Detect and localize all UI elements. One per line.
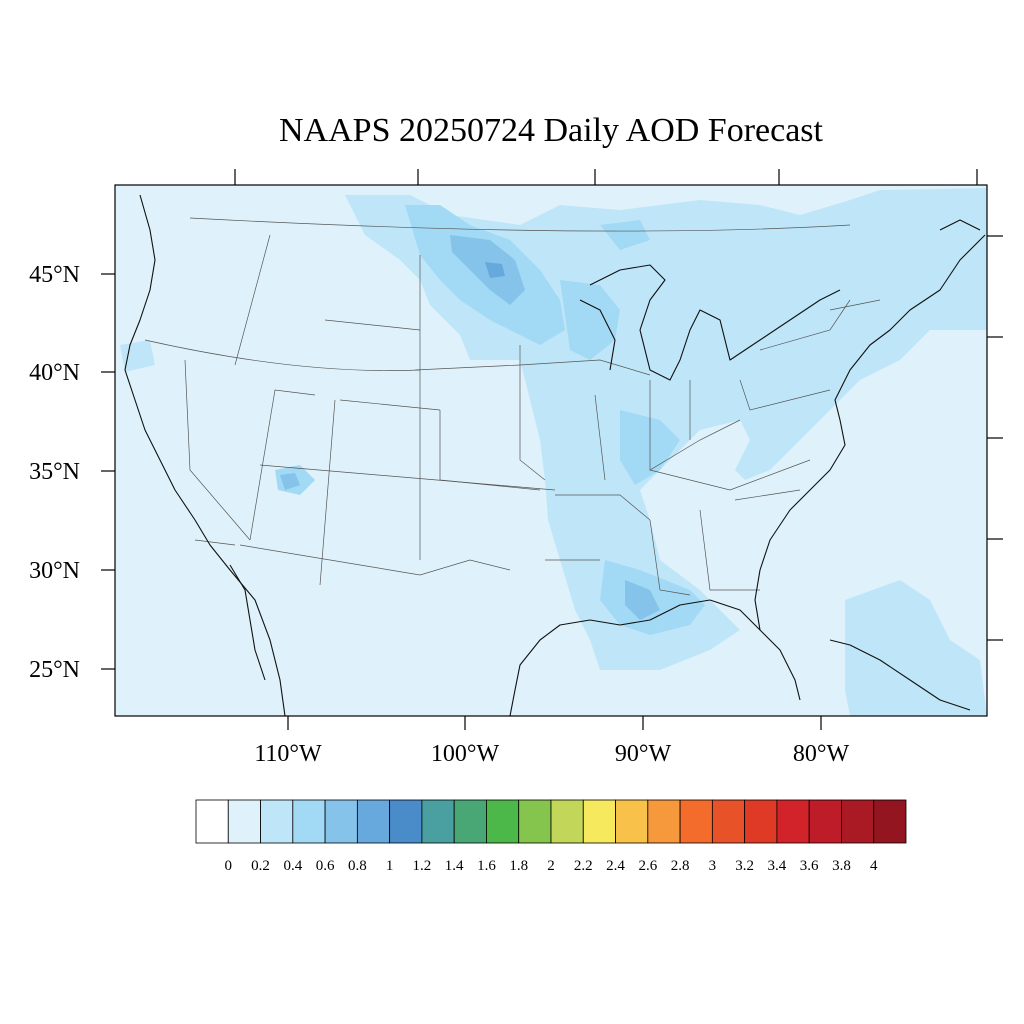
- colorbar-bin-4: [324, 799, 358, 844]
- lat-label-30n: 30°N: [29, 558, 80, 584]
- colorbar-label-5: 1: [386, 858, 394, 874]
- colorbar-label-4: 0.8: [348, 858, 367, 874]
- colorbar-label-8: 1.6: [477, 858, 496, 874]
- colorbar-label-11: 2.2: [574, 858, 593, 874]
- map-ticks: [101, 169, 1003, 730]
- colorbar-bin-1: [227, 799, 261, 844]
- colorbar-label-19: 3.8: [832, 858, 851, 874]
- lat-label-25n: 25°N: [29, 657, 80, 683]
- lon-label-110w: 110°W: [254, 741, 322, 767]
- colorbar-bin-3: [292, 799, 326, 844]
- colorbar-bin-17: [744, 799, 778, 844]
- colorbar-label-6: 1.2: [413, 858, 432, 874]
- colorbar-label-17: 3.4: [768, 858, 787, 874]
- latitude-labels: 45°N 40°N 35°N 30°N 25°N: [29, 262, 80, 683]
- colorbar-bin-11: [550, 799, 584, 844]
- colorbar-label-18: 3.6: [800, 858, 819, 874]
- lon-label-90w: 90°W: [615, 741, 672, 767]
- map-title: NAAPS 20250724 Daily AOD Forecast: [279, 112, 824, 149]
- colorbar-label-0: 0: [225, 858, 233, 874]
- colorbar-bin-0: [195, 799, 229, 844]
- colorbar-bin-7: [421, 799, 455, 844]
- colorbar-label-20: 4: [870, 858, 878, 874]
- state-boundaries: [144, 217, 881, 596]
- colorbar-label-1: 0.2: [251, 858, 270, 874]
- colorbar-label-12: 2.4: [606, 858, 625, 874]
- colorbar-bin-5: [356, 799, 391, 844]
- colorbar-label-13: 2.6: [638, 858, 657, 874]
- colorbar-label-7: 1.4: [445, 858, 464, 874]
- colorbar-bin-15: [679, 799, 713, 844]
- lat-label-45n: 45°N: [29, 262, 80, 288]
- aod-shading-0.8-1.0: [485, 262, 505, 278]
- colorbar-label-9: 1.8: [509, 858, 528, 874]
- colorbar: [195, 799, 907, 844]
- lon-label-100w: 100°W: [431, 741, 500, 767]
- colorbar-label-14: 2.8: [671, 858, 690, 874]
- colorbar-bin-2: [260, 799, 294, 844]
- lat-label-35n: 35°N: [29, 459, 80, 485]
- colorbar-bin-14: [647, 799, 681, 844]
- colorbar-labels: 0 0.2 0.4 0.6 0.8 1 1.2 1.4 1.6 1.8 2 2.2 2.4 2.6 2.8 3…: [225, 858, 878, 874]
- colorbar-bin-9: [486, 799, 520, 844]
- colorbar-label-16: 3.2: [735, 858, 754, 874]
- colorbar-bin-6: [389, 799, 423, 844]
- lat-label-40n: 40°N: [29, 360, 80, 386]
- map-area: [115, 185, 987, 716]
- map-frame: [114, 184, 988, 717]
- colorbar-bin-18: [776, 799, 810, 844]
- colorbar-label-15: 3: [709, 858, 717, 874]
- colorbar-label-10: 2: [547, 858, 555, 874]
- colorbar-bin-20: [841, 799, 875, 844]
- colorbar-bin-13: [615, 799, 649, 844]
- colorbar-bin-21: [873, 799, 907, 844]
- longitude-labels: 110°W 100°W 90°W 80°W: [254, 741, 849, 767]
- colorbar-bin-12: [582, 799, 616, 844]
- colorbar-bin-10: [518, 799, 552, 844]
- colorbar-label-3: 0.6: [316, 858, 335, 874]
- coastlines: [124, 194, 986, 716]
- colorbar-bin-16: [711, 799, 746, 844]
- colorbar-bin-8: [453, 799, 487, 844]
- colorbar-bin-19: [808, 799, 842, 844]
- lon-label-80w: 80°W: [793, 741, 850, 767]
- colorbar-label-2: 0.4: [283, 858, 302, 874]
